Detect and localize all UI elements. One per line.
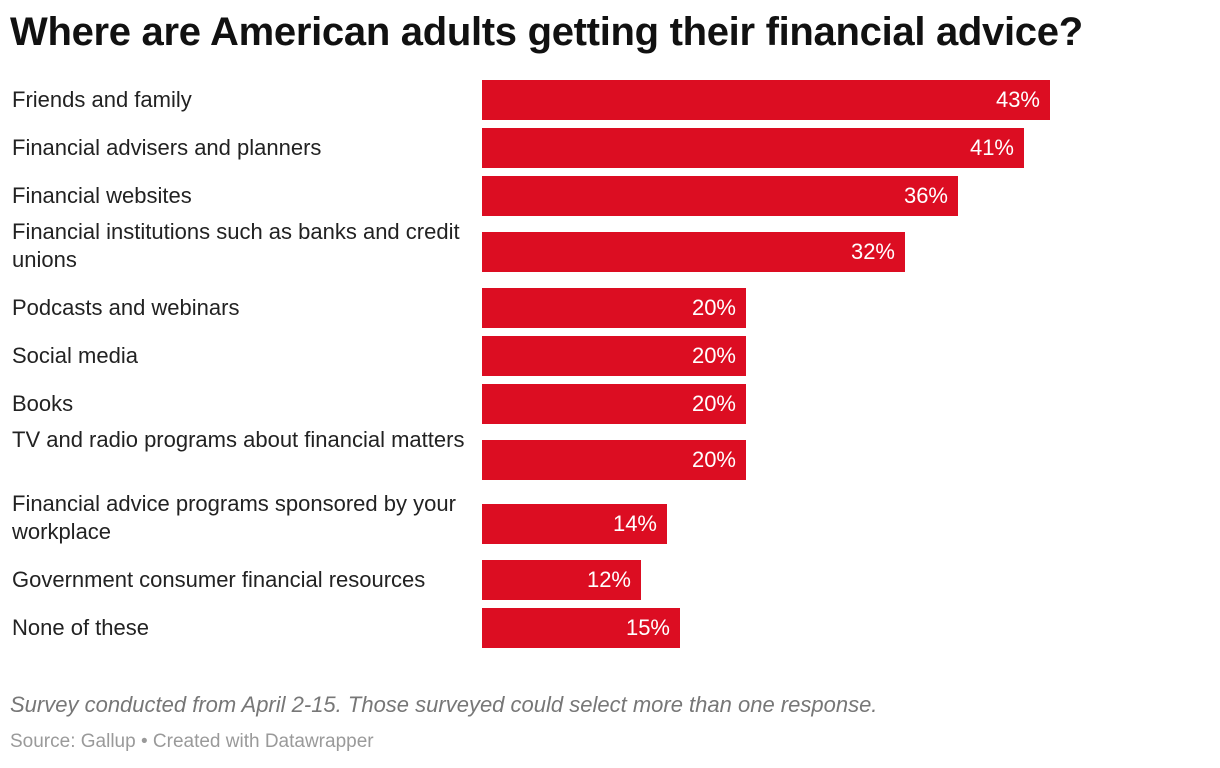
category-label: Financial institutions such as banks and… — [12, 219, 460, 272]
bar: 32% — [482, 232, 905, 272]
bar: 14% — [482, 504, 667, 544]
category-label: Books — [12, 391, 74, 416]
bar-value-label: 20% — [691, 391, 736, 416]
bar: 20% — [482, 384, 746, 424]
bar-value-label: 32% — [850, 239, 895, 264]
bar: 15% — [482, 608, 680, 648]
bar: 20% — [482, 440, 746, 480]
category-label: Financial websites — [12, 183, 192, 208]
bar-value-label: 36% — [903, 183, 948, 208]
chart-notes: Survey conducted from April 2-15. Those … — [10, 692, 878, 717]
chart-title: Where are American adults getting their … — [10, 10, 1083, 54]
bar: 12% — [482, 560, 641, 600]
category-label: TV and radio programs about financial ma… — [12, 427, 465, 452]
category-label: None of these — [12, 615, 149, 640]
bar-value-label: 12% — [586, 567, 631, 592]
bar-value-label: 20% — [691, 447, 736, 472]
chart-footer: Source: Gallup • Created with Datawrappe… — [10, 731, 374, 752]
bar: 36% — [482, 176, 958, 216]
category-label: Friends and family — [12, 87, 192, 112]
bar-value-label: 41% — [969, 135, 1014, 160]
bar: 41% — [482, 128, 1024, 168]
bar-value-label: 20% — [691, 343, 736, 368]
bar-value-label: 14% — [612, 511, 657, 536]
bar-value-label: 15% — [625, 615, 670, 640]
bar-value-label: 43% — [995, 87, 1040, 112]
category-label: Podcasts and webinars — [12, 295, 240, 320]
bar: 20% — [482, 288, 746, 328]
category-label: Financial advisers and planners — [12, 135, 322, 160]
bar: 20% — [482, 336, 746, 376]
category-label: Social media — [12, 343, 138, 368]
bar-value-label: 20% — [691, 295, 736, 320]
category-label: Government consumer financial resources — [12, 567, 426, 592]
category-label: Financial advice programs sponsored by y… — [12, 491, 456, 544]
bar: 43% — [482, 80, 1050, 120]
